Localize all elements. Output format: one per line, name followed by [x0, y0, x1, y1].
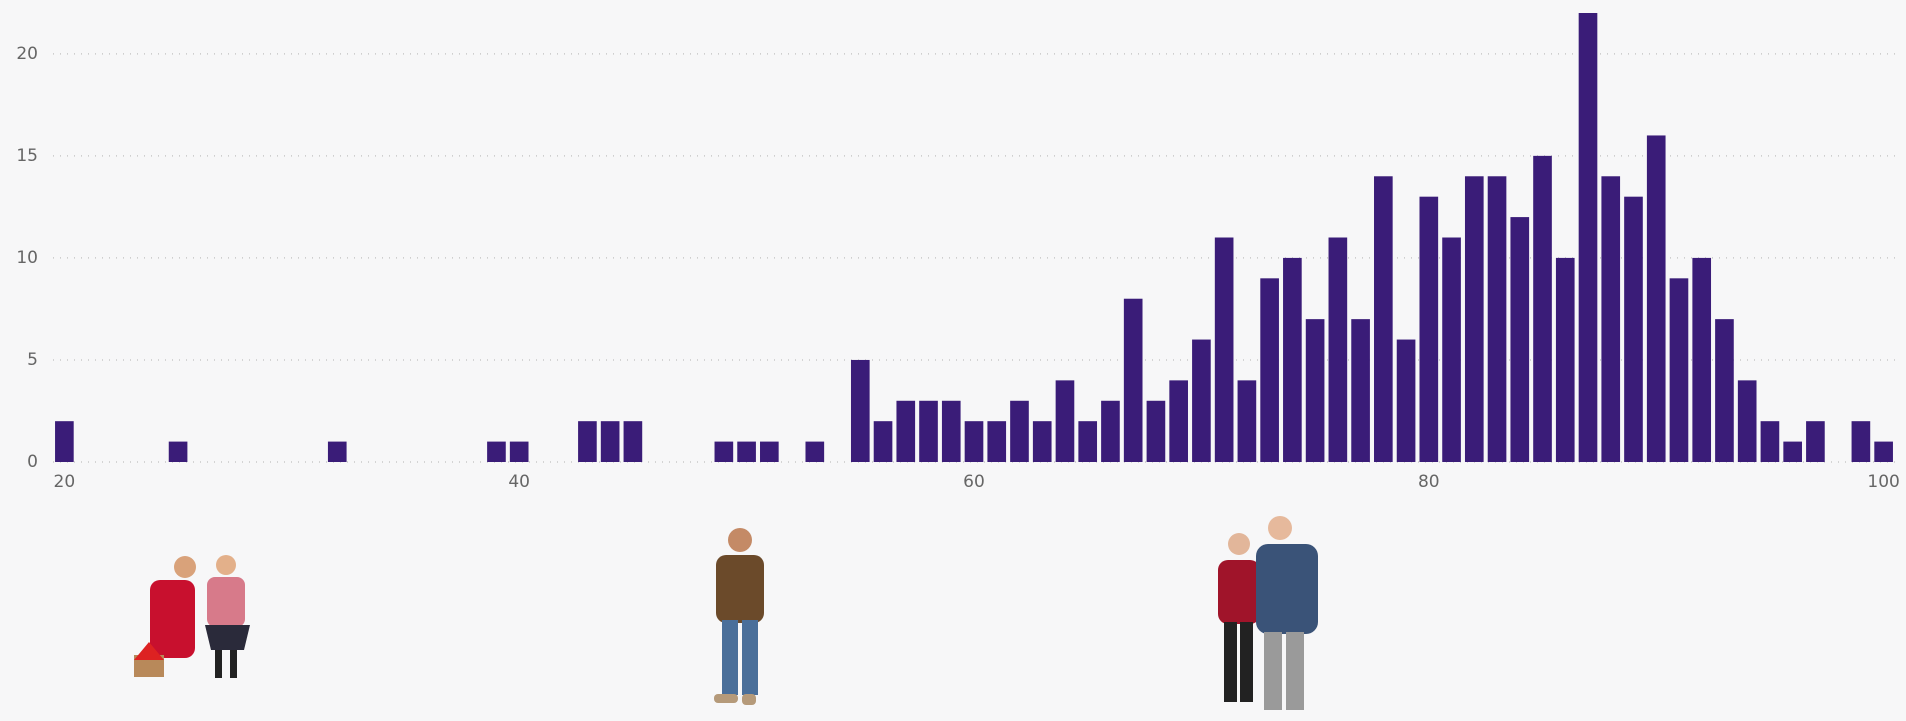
- bar: [1874, 441, 1893, 462]
- bar: [327, 441, 347, 462]
- bar: [1374, 176, 1393, 463]
- bar: [1646, 135, 1666, 463]
- bar: [55, 421, 74, 462]
- bar: [1578, 13, 1598, 462]
- bar: [1419, 196, 1439, 462]
- bar: [1078, 421, 1098, 462]
- bar: [737, 441, 756, 462]
- bar: [1214, 237, 1234, 462]
- x-tick-label: 60: [963, 472, 985, 492]
- bar: [941, 400, 961, 462]
- bar: [714, 441, 734, 462]
- bar: [1533, 155, 1552, 462]
- bar: [1169, 380, 1188, 462]
- bar: [1601, 176, 1621, 463]
- bar: [168, 441, 188, 462]
- people-illustrations: [134, 516, 1318, 710]
- y-tick-label: 15: [16, 146, 38, 166]
- bar: [1010, 400, 1029, 462]
- bar: [850, 359, 870, 462]
- bar: [805, 441, 825, 462]
- bar: [919, 400, 938, 462]
- bar: [1464, 176, 1484, 463]
- x-tick-label: 100: [1867, 472, 1899, 492]
- bar: [1032, 421, 1052, 462]
- bar: [1351, 319, 1370, 462]
- bar: [1305, 319, 1325, 462]
- x-tick-label: 80: [1418, 472, 1440, 492]
- bar: [1442, 237, 1461, 462]
- bar: [509, 441, 529, 462]
- y-tick-label: 10: [16, 248, 38, 268]
- bar: [1328, 237, 1348, 462]
- y-tick-label: 20: [16, 44, 38, 64]
- bar: [623, 421, 643, 462]
- bar: [1692, 257, 1712, 462]
- bar: [1283, 257, 1302, 462]
- bar: [1237, 380, 1257, 462]
- bar: [1487, 176, 1507, 463]
- bar: [896, 400, 916, 462]
- bar: [760, 441, 779, 462]
- bar: [964, 421, 984, 462]
- y-tick-label: 5: [27, 350, 38, 370]
- bar: [1146, 400, 1166, 462]
- bar: [1737, 380, 1757, 462]
- bar: [578, 421, 597, 462]
- bar: [987, 421, 1007, 462]
- bar: [1669, 278, 1689, 462]
- bar: [1260, 278, 1279, 462]
- bar: [1055, 380, 1075, 462]
- x-tick-label: 20: [54, 472, 76, 492]
- bar: [600, 421, 620, 462]
- couple-figure: [1218, 516, 1318, 710]
- bar: [1760, 421, 1780, 462]
- bar: [487, 441, 506, 462]
- bar: [873, 421, 893, 462]
- y-tick-label: 0: [27, 452, 38, 472]
- bar: [1624, 196, 1643, 462]
- bar: [1783, 441, 1802, 462]
- bar: [1715, 319, 1734, 462]
- man-figure: [714, 528, 764, 705]
- bar: [1510, 217, 1530, 462]
- bar: [1123, 298, 1143, 462]
- bar: [1806, 421, 1825, 462]
- bar: [1396, 339, 1416, 462]
- bar: [1851, 421, 1871, 462]
- x-tick-label: 40: [508, 472, 530, 492]
- bar: [1192, 339, 1211, 462]
- bar: [1555, 257, 1575, 462]
- bar: [1101, 400, 1120, 462]
- children-figure: [134, 555, 250, 678]
